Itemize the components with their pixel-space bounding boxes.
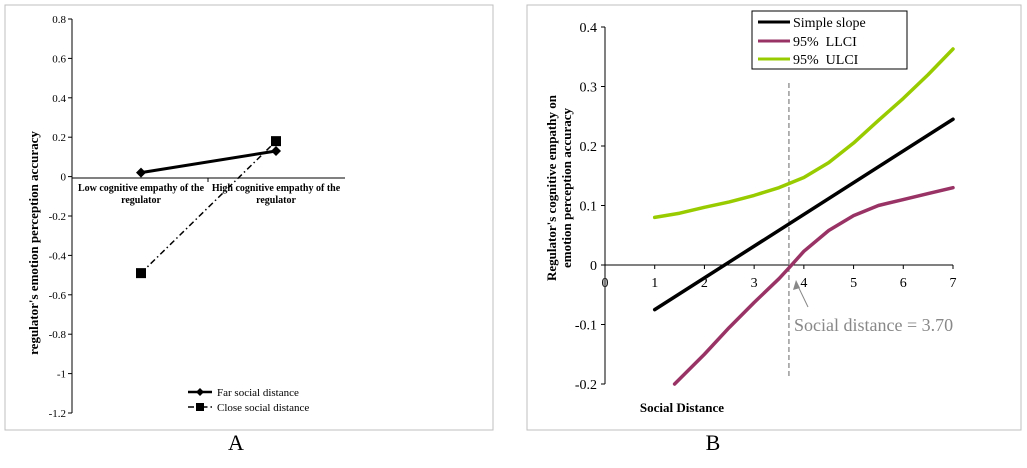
simple-slope-line <box>652 117 955 312</box>
panel-a-category-label: High cognitive empathy of the <box>212 183 341 194</box>
panel-b-y-tick-label: 0.3 <box>580 81 598 96</box>
panel-b-y-axis-label-line-2: emotion perception accuracy <box>559 107 574 268</box>
panel-a-category-label: regulator <box>121 195 161 206</box>
panel-a-frame <box>4 4 494 431</box>
panel-a-diamond-marker <box>271 145 281 156</box>
panel-b-x-tick-label: 4 <box>800 276 807 291</box>
panel-b-y-tick-label: 0.1 <box>580 200 598 215</box>
annotation-label: Social distance = 3.70 <box>794 315 953 335</box>
panel-a-y-tick-label: -1.2 <box>49 408 66 420</box>
panel-a-square-marker <box>136 268 146 279</box>
panel-b-frame <box>526 4 1022 431</box>
panel-b-series <box>652 47 955 386</box>
panel-b-tick-labels: 0.4 0.3 0.2 0.1 0 -0.1 -0.2 0 1 2 3 4 5 6 7 <box>575 21 957 393</box>
panel-a-y-axis-label: regulator's emotion perception accuracy <box>26 131 41 355</box>
annotation-arrow-head <box>793 280 800 290</box>
panel-a-y-tick-label: -0.4 <box>49 250 67 262</box>
panel-a-y-tick-label: -0.6 <box>49 290 67 302</box>
panel-a-diamond-marker <box>136 167 146 178</box>
legend-close-square-marker <box>196 403 204 411</box>
panel-b-y-tick-label: -0.2 <box>575 378 597 393</box>
panel-a-axes <box>68 18 345 414</box>
panel-a-square-marker <box>271 136 281 147</box>
panel-a-y-tick-label: -0.2 <box>49 211 66 223</box>
panel-a-y-tick-label: 0.8 <box>52 14 66 26</box>
panel-b-x-tick-label: 5 <box>850 276 857 291</box>
panel-a-y-tick-label: -0.8 <box>49 329 67 341</box>
panel-b-x-axis-label: Social Distance <box>640 400 724 415</box>
panel-a-y-tick-label: 0.4 <box>52 93 66 105</box>
panel-b-axes <box>601 26 954 385</box>
panel-a-legend: Far social distance Close social distanc… <box>188 387 309 414</box>
legend-llci-label: 95% LLCI <box>793 35 857 50</box>
panel-a-category-label: regulator <box>256 195 296 206</box>
panel-b-x-tick-label: 7 <box>950 276 957 291</box>
panel-b-x-tick-label: 1 <box>651 276 658 291</box>
legend-close-label: Close social distance <box>217 402 309 414</box>
panel-a-y-tick-label: 0 <box>61 172 67 184</box>
llci-line <box>672 185 955 386</box>
ulci-line <box>652 47 955 220</box>
panel-b-y-tick-label: -0.1 <box>575 319 597 334</box>
panel-b-y-axis-label-line-1: Regulator's cognitive empathy on <box>544 94 559 281</box>
panel-a-tick-labels: 0.8 0.6 0.4 0.2 0 -0.2 -0.4 -0.6 -0.8 -1 -1.2 <box>49 14 67 420</box>
panel-a-y-tick-label: 0.2 <box>52 132 66 144</box>
panel-a-y-tick-label: 0.6 <box>52 53 66 65</box>
panel-a-category-labels: Low cognitive empathy of theregulatorHig… <box>78 183 341 206</box>
panel-b-x-tick-label: 3 <box>751 276 758 291</box>
panel-b-x-tick-label: 2 <box>701 276 708 291</box>
panel-b-x-tick-label: 6 <box>900 276 907 291</box>
panel-a-series-line <box>140 149 277 175</box>
legend-far-label: Far social distance <box>217 387 299 399</box>
legend-simple-slope-label: Simple slope <box>793 16 866 31</box>
panel-b-y-tick-label: 0.4 <box>580 21 598 36</box>
panel-b-y-tick-label: 0.2 <box>580 140 598 155</box>
panel-a-y-tick-label: -1 <box>57 369 66 381</box>
legend-far-diamond-marker <box>196 388 204 396</box>
legend-ulci-label: 95% ULCI <box>793 53 859 68</box>
panel-b-x-tick-label: 0 <box>602 276 609 291</box>
panel-a-series <box>136 136 281 279</box>
panel-b-legend: Simple slope 95% LLCI 95% ULCI <box>751 10 908 70</box>
panel-b-caption: B <box>705 430 721 455</box>
panel-a-category-label: Low cognitive empathy of the <box>78 183 205 194</box>
panel-b-y-tick-label: 0 <box>590 259 597 274</box>
panel-a-caption: A <box>228 430 244 455</box>
panel-a-series-line <box>140 140 277 274</box>
